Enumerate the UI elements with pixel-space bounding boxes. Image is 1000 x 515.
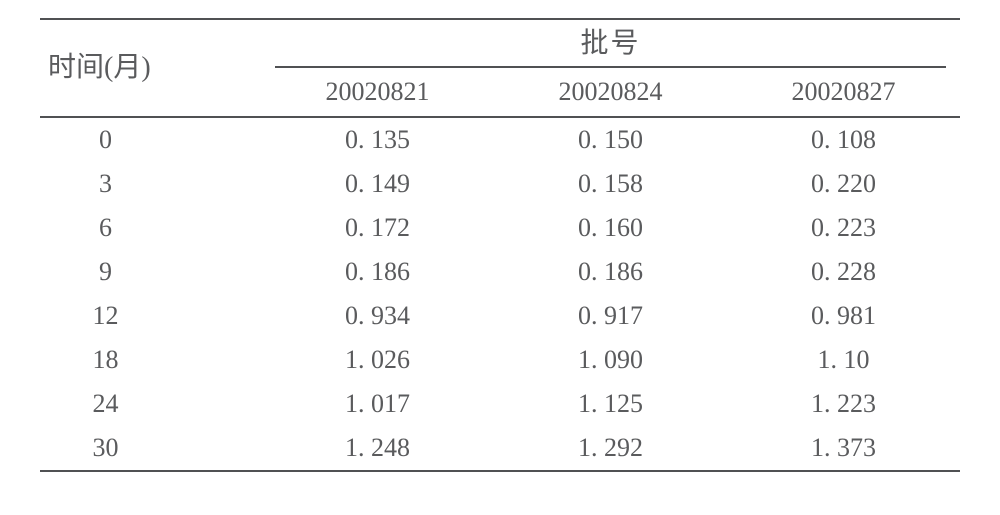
cell-value: 0. 220 bbox=[727, 162, 960, 206]
cell-value: 1. 017 bbox=[261, 382, 494, 426]
header-batch-2: 20020827 bbox=[727, 68, 960, 117]
data-table-container: 时间(月) 批号 20020821 20020824 20020827 0 0.… bbox=[0, 0, 1000, 482]
cell-time: 12 bbox=[40, 294, 261, 338]
cell-value: 1. 292 bbox=[494, 426, 727, 471]
cell-value: 0. 981 bbox=[727, 294, 960, 338]
cell-value: 0. 917 bbox=[494, 294, 727, 338]
cell-value: 0. 158 bbox=[494, 162, 727, 206]
cell-value: 0. 172 bbox=[261, 206, 494, 250]
table-row: 18 1. 026 1. 090 1. 10 bbox=[40, 338, 960, 382]
cell-time: 30 bbox=[40, 426, 261, 471]
cell-value: 1. 026 bbox=[261, 338, 494, 382]
header-batch-1: 20020824 bbox=[494, 68, 727, 117]
table-row: 12 0. 934 0. 917 0. 981 bbox=[40, 294, 960, 338]
cell-value: 0. 186 bbox=[261, 250, 494, 294]
header-batch-0: 20020821 bbox=[261, 68, 494, 117]
cell-time: 24 bbox=[40, 382, 261, 426]
table-row: 9 0. 186 0. 186 0. 228 bbox=[40, 250, 960, 294]
cell-value: 0. 228 bbox=[727, 250, 960, 294]
header-batch-group: 批号 bbox=[261, 19, 960, 68]
cell-time: 18 bbox=[40, 338, 261, 382]
header-time: 时间(月) bbox=[40, 19, 261, 117]
cell-value: 1. 248 bbox=[261, 426, 494, 471]
table-row: 3 0. 149 0. 158 0. 220 bbox=[40, 162, 960, 206]
table-row: 30 1. 248 1. 292 1. 373 bbox=[40, 426, 960, 471]
table-row: 24 1. 017 1. 125 1. 223 bbox=[40, 382, 960, 426]
table-row: 0 0. 135 0. 150 0. 108 bbox=[40, 117, 960, 162]
cell-value: 1. 10 bbox=[727, 338, 960, 382]
cell-value: 0. 186 bbox=[494, 250, 727, 294]
cell-value: 0. 149 bbox=[261, 162, 494, 206]
cell-value: 0. 150 bbox=[494, 117, 727, 162]
cell-value: 1. 090 bbox=[494, 338, 727, 382]
data-table: 时间(月) 批号 20020821 20020824 20020827 0 0.… bbox=[40, 18, 960, 472]
header-sub-rule bbox=[275, 66, 946, 68]
cell-value: 0. 108 bbox=[727, 117, 960, 162]
cell-time: 9 bbox=[40, 250, 261, 294]
cell-value: 0. 160 bbox=[494, 206, 727, 250]
cell-time: 6 bbox=[40, 206, 261, 250]
cell-time: 3 bbox=[40, 162, 261, 206]
cell-value: 0. 135 bbox=[261, 117, 494, 162]
header-batch-label: 批号 bbox=[581, 28, 641, 59]
cell-value: 1. 223 bbox=[727, 382, 960, 426]
cell-time: 0 bbox=[40, 117, 261, 162]
table-row: 6 0. 172 0. 160 0. 223 bbox=[40, 206, 960, 250]
cell-value: 1. 125 bbox=[494, 382, 727, 426]
cell-value: 0. 934 bbox=[261, 294, 494, 338]
cell-value: 1. 373 bbox=[727, 426, 960, 471]
cell-value: 0. 223 bbox=[727, 206, 960, 250]
